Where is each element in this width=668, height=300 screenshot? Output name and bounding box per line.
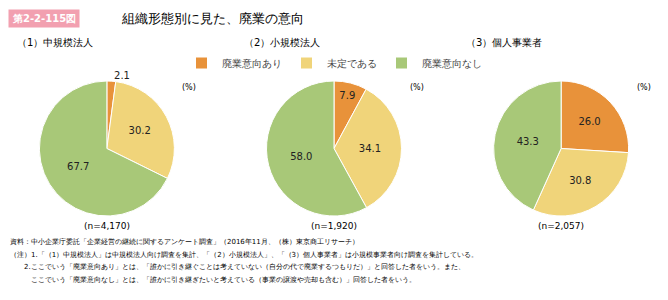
svg-text:43.3: 43.3 [517,136,539,147]
svg-text:(n=1,920): (n=1,920) [311,221,357,231]
svg-text:(%): (%) [410,83,424,92]
svg-text:34.1: 34.1 [359,143,381,154]
svg-text:組織形態別に見た、廃業の意向: 組織形態別に見た、廃業の意向 [121,11,304,26]
svg-text:資料：中小企業庁委託「企業経営の継続に関するアンケート調査」: 資料：中小企業庁委託「企業経営の継続に関するアンケート調査」（2016年11月、… [10,238,359,246]
svg-text:ここでいう「廃業意向なし」とは、「誰かに引き継ぎたいと考えて: ここでいう「廃業意向なし」とは、「誰かに引き継ぎたいと考えている（事業の譲渡や売… [10,276,416,284]
svg-text:30.8: 30.8 [569,175,591,186]
svg-text:67.7: 67.7 [67,161,89,172]
svg-text:(n=4,170): (n=4,170) [84,221,130,231]
svg-text:26.0: 26.0 [578,116,600,127]
svg-text:(%): (%) [637,83,651,92]
svg-text:30.2: 30.2 [129,125,151,136]
svg-text:7.9: 7.9 [339,90,355,101]
svg-text:2.1: 2.1 [114,70,130,81]
svg-text:廃業意向あり: 廃業意向あり [222,58,282,69]
svg-text:（注）1.「（1）中規模法人」は中規模法人向け調査を集計、「: （注）1.「（1）中規模法人」は中規模法人向け調査を集計、「（2）小規模法人」、… [10,251,478,259]
svg-text:(%): (%) [182,83,196,92]
svg-text:58.0: 58.0 [290,151,312,162]
svg-text:第2-2-115図: 第2-2-115図 [12,13,76,24]
svg-text:（3）個人事業者: （3）個人事業者 [466,37,542,48]
svg-text:未定である: 未定である [327,58,377,69]
svg-text:（1）中規模法人: （1）中規模法人 [17,37,93,48]
svg-text:（2）小規模法人: （2）小規模法人 [244,37,320,48]
svg-text:廃業意向なし: 廃業意向なし [422,58,482,69]
svg-text:(n=2,057): (n=2,057) [538,221,584,231]
svg-text:2.ここでいう「廃業意向あり」とは、「誰かに引き継ぐことは考: 2.ここでいう「廃業意向あり」とは、「誰かに引き継ぐことは考えていない（自分の代… [10,263,465,271]
